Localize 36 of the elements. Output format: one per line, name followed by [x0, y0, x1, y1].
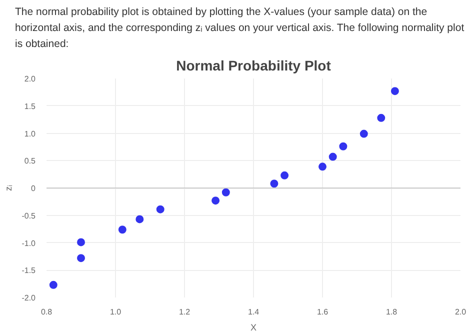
point — [318, 162, 326, 171]
point — [77, 254, 85, 262]
point — [136, 215, 144, 224]
x-tick-label: 1.4 — [248, 308, 260, 316]
y-tick-label: -1.5 — [22, 266, 36, 276]
y-tick-label: -0.5 — [22, 211, 36, 220]
y-tick-label: 1.5 — [24, 102, 36, 111]
y-tick-label: 2.0 — [24, 74, 36, 84]
point — [280, 171, 289, 180]
x-tick-label: 1.6 — [316, 308, 329, 316]
y-tick-label: 0 — [31, 184, 36, 193]
x-tick-label: 0.8 — [40, 308, 53, 316]
point — [156, 205, 164, 214]
x-tick-label: 2.0 — [454, 308, 467, 316]
x-tick-label: 1.0 — [110, 308, 122, 316]
point — [377, 114, 386, 122]
x-tick-label: 1.8 — [386, 308, 398, 316]
point — [212, 196, 220, 205]
y-tick-label: -1.0 — [22, 238, 36, 248]
point — [77, 238, 85, 246]
y-tick-label: -2.0 — [22, 294, 36, 302]
point — [49, 280, 58, 289]
point — [118, 226, 126, 234]
point — [339, 142, 348, 150]
y-axis-title: zᵢ — [4, 185, 14, 191]
point — [360, 130, 368, 138]
point — [270, 180, 278, 188]
text: The normal probability plot is obtained by plotting the X-values (your sample data) on the horizontal axis, and the corresponding zᵢ values on your vertical axis. The following normality plot is obtained: — [15, 5, 465, 52]
point — [328, 152, 337, 161]
x-axis-title: X — [250, 322, 257, 332]
chart-title: Normal Probability Plot — [176, 58, 332, 74]
y-tick-label: 1.0 — [24, 129, 36, 138]
y-tick-label: 0.5 — [24, 156, 36, 166]
point — [222, 188, 230, 196]
x-tick-label: 1.2 — [178, 308, 191, 316]
point — [390, 87, 399, 96]
